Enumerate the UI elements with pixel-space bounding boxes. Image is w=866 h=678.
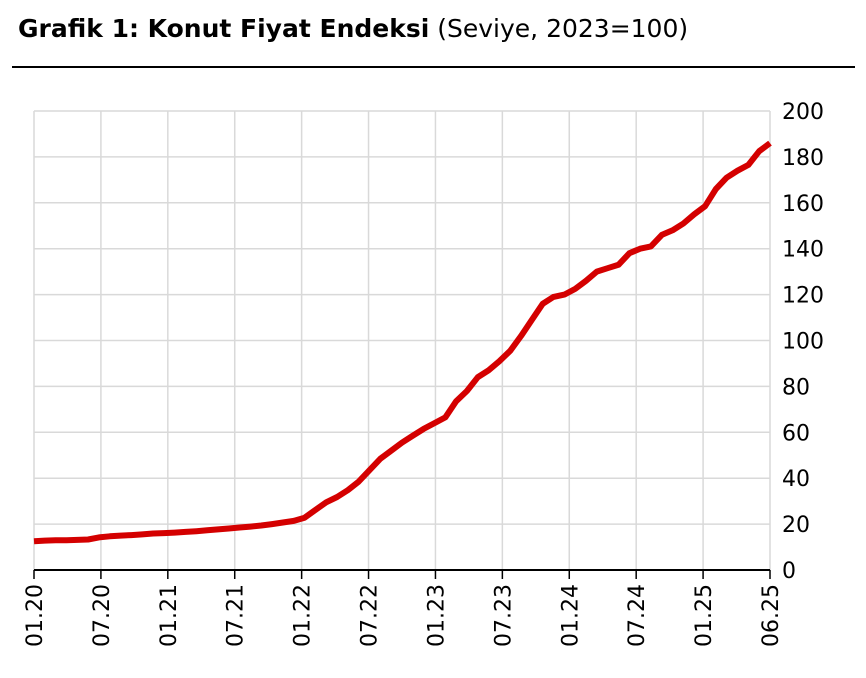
series-line [33,140,772,545]
x-tick-label: 01.22 [291,584,316,647]
chart-title-subtitle: (Seviye, 2023=100) [429,14,689,43]
x-tick-label: 07.20 [90,584,115,647]
y-tick-label: 180 [782,146,824,171]
y-tick-label: 0 [782,559,796,584]
y-tick-label: 60 [782,421,810,446]
y-tick-label: 100 [782,330,824,355]
y-tick-label: 40 [782,467,810,492]
x-tick-label: 01.20 [23,584,48,647]
x-tick-label: 01.25 [692,584,717,647]
chart-title: Grafik 1: Konut Fiyat Endeksi (Seviye, 2… [18,14,688,43]
y-tick-label: 140 [782,238,824,263]
y-tick-label: 200 [782,100,824,125]
y-tick-label: 160 [782,192,824,217]
x-tick-label: 01.23 [424,584,449,647]
y-tick-label: 120 [782,284,824,309]
x-tick-label: 07.23 [491,584,516,647]
title-divider [12,66,855,68]
y-tick-label: 20 [782,513,810,538]
x-tick-label: 01.21 [157,584,182,647]
x-tick-label: 07.22 [358,584,383,647]
chart-title-main: Grafik 1: Konut Fiyat Endeksi [18,14,430,43]
x-tick-label: 07.21 [224,584,249,647]
x-tick-label: 01.24 [558,584,583,647]
x-tick-label: 06.25 [759,584,784,647]
y-tick-label: 80 [782,375,810,400]
x-tick-label: 07.24 [625,584,650,647]
